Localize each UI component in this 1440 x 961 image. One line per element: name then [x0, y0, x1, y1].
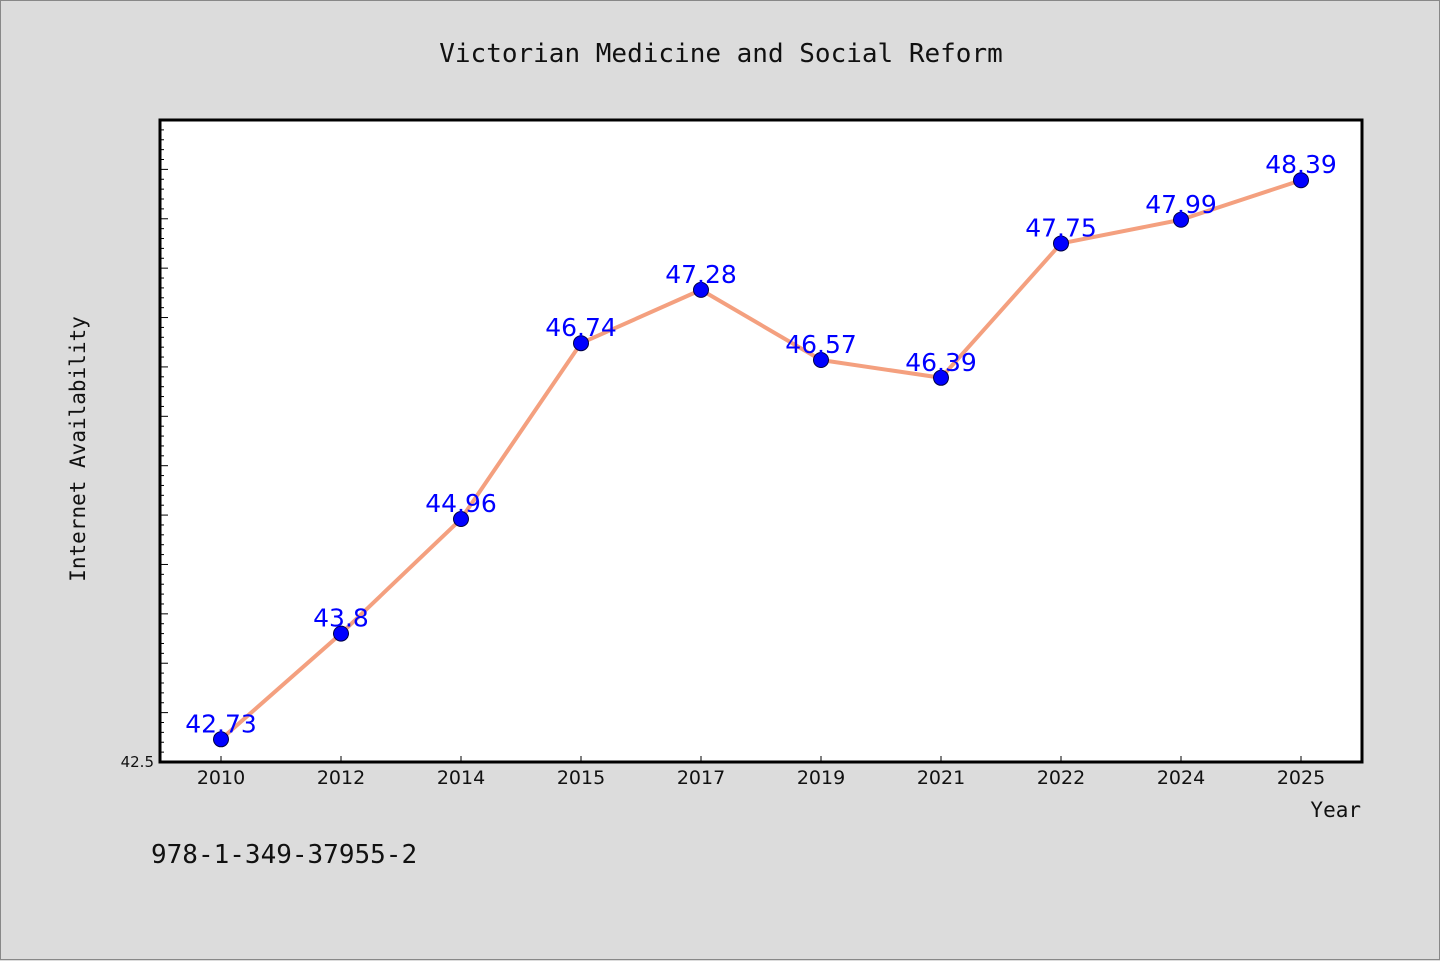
- x-tick-labels: 2010 2012 2014 2015 2017 2019 2021 2022 2024 2025: [197, 767, 1325, 789]
- isbn-text: 978-1-349-37955-2: [151, 840, 417, 870]
- x-tick-label: 2017: [677, 767, 725, 789]
- x-axis-label: Year: [1310, 798, 1361, 822]
- data-label: 42.73: [185, 709, 257, 738]
- data-point: [933, 369, 949, 386]
- plot-area: [158, 118, 1364, 764]
- data-point: [693, 281, 709, 298]
- data-label: 47.99: [1145, 190, 1217, 219]
- data-label: 48.39: [1265, 150, 1337, 179]
- x-tick-label: 2019: [797, 767, 845, 789]
- y-axis-ticks: [160, 129, 168, 763]
- series-markers: [213, 172, 1309, 748]
- y-tick-label-min: 42.5: [121, 753, 154, 771]
- data-point: [453, 511, 469, 528]
- x-tick-label: 2024: [1157, 767, 1205, 789]
- data-point: [813, 352, 829, 369]
- data-label: 44.96: [425, 489, 497, 518]
- data-label: 47.28: [665, 260, 737, 289]
- data-point: [1293, 172, 1309, 189]
- x-tick-label: 2012: [317, 767, 365, 789]
- data-label: 47.75: [1025, 213, 1097, 242]
- data-point: [1173, 211, 1189, 228]
- data-label: 46.57: [785, 330, 857, 359]
- data-label: 46.39: [905, 348, 977, 377]
- data-label: 46.74: [545, 313, 617, 342]
- x-tick-label: 2022: [1037, 767, 1085, 789]
- data-labels: 42.73 43.8 44.96 46.74 47.28 46.57 46.39 47.75 4…: [185, 150, 1337, 738]
- x-axis-ticks: [220, 756, 1302, 762]
- data-point: [333, 625, 349, 642]
- chart-title: Victorian Medicine and Social Reform: [439, 39, 1003, 69]
- data-label: 43.8: [313, 604, 369, 633]
- x-tick-label: 2021: [917, 767, 965, 789]
- y-axis-label: Internet Availability: [66, 316, 90, 582]
- series-line: [219, 178, 1303, 742]
- x-tick-label: 2010: [197, 767, 245, 789]
- x-tick-label: 2025: [1277, 767, 1325, 789]
- data-point: [573, 335, 589, 352]
- data-point: [213, 731, 229, 748]
- x-tick-label: 2014: [437, 767, 485, 789]
- x-tick-label: 2015: [557, 767, 605, 789]
- data-point: [1053, 235, 1069, 252]
